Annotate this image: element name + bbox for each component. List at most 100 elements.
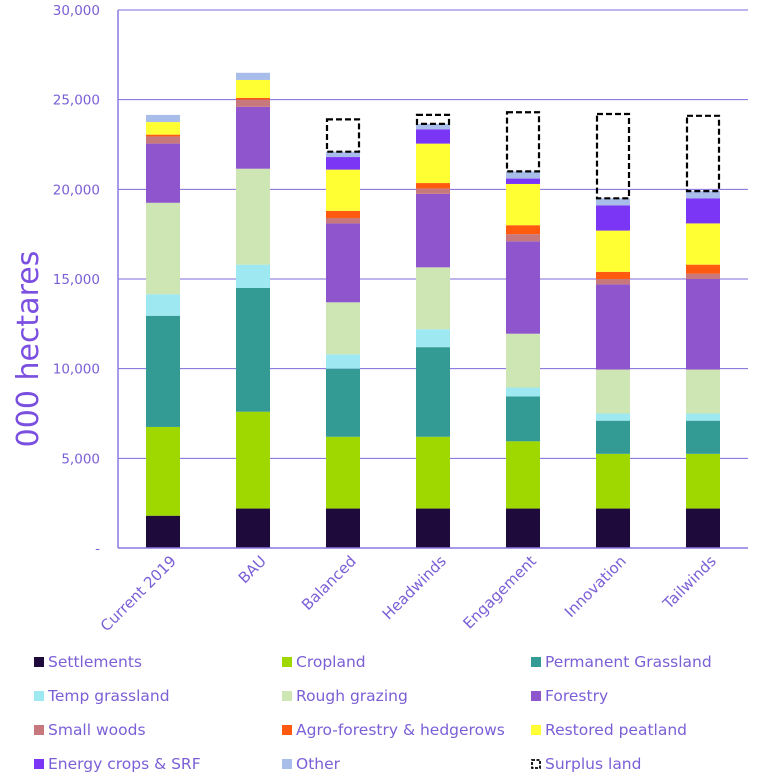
bar-segment [596, 284, 630, 370]
legend: Settlements Cropland Permanent Grassland Te… [34, 653, 712, 773]
bar-segment [416, 329, 450, 348]
legend-swatch [282, 657, 292, 667]
legend-swatch [34, 725, 44, 735]
y-axis-ticks: - 5,000 10,000 15,000 20,000 25,000 30,000 [53, 3, 100, 557]
bar-segment [686, 453, 720, 509]
bar-segment [146, 134, 180, 137]
bar-segment [146, 122, 180, 135]
bar-segment [146, 294, 180, 316]
y-tick-label: - [95, 541, 100, 557]
legend-swatch [531, 759, 541, 769]
bar-segment [506, 441, 540, 509]
bar-segment [416, 143, 450, 184]
bar-segment [326, 354, 360, 369]
bar-segment [596, 230, 630, 272]
bar-segment [146, 426, 180, 516]
bar-segment [326, 508, 360, 548]
x-axis-labels: Current 2019 BAU Balanced Headwinds Engageme… [97, 552, 720, 635]
bar-segment [506, 387, 540, 397]
bar-segment [326, 223, 360, 303]
x-tick-label: Headwinds [379, 552, 450, 623]
surplus-land-segment [505, 111, 541, 173]
bar-segment [236, 106, 270, 169]
bar-segment [596, 508, 630, 548]
legend-swatch [34, 691, 44, 701]
y-tick-label: 5,000 [61, 451, 100, 467]
bar-segment [416, 347, 450, 437]
bar-segment [416, 183, 450, 189]
legend-label: Restored peatland [545, 721, 687, 739]
bar-segment [596, 420, 630, 454]
bar-segment [506, 225, 540, 235]
bar-segment [326, 210, 360, 219]
legend-label: Settlements [48, 653, 142, 671]
bar-segment [686, 191, 720, 199]
bar-segment [686, 223, 720, 265]
bar-segment [686, 279, 720, 370]
bar-segment [416, 123, 450, 130]
bar-segment [236, 411, 270, 509]
y-tick-label: 15,000 [53, 272, 100, 288]
legend-label: Agro-forestry & hedgerows [296, 721, 505, 739]
bar-segment [236, 72, 270, 80]
bar-segment [686, 198, 720, 224]
bar-segment [416, 188, 450, 194]
bar-segment [416, 436, 450, 509]
bar-segment [506, 508, 540, 548]
bar-segment [326, 169, 360, 211]
surplus-land-segment [415, 113, 451, 125]
bar-segment [686, 413, 720, 421]
surplus-land-segment [595, 112, 631, 200]
bar-segment [326, 218, 360, 224]
bar-segment [416, 267, 450, 330]
bar-segment [416, 129, 450, 144]
legend-swatch [531, 657, 541, 667]
legend-swatch [282, 759, 292, 769]
y-tick-label: 20,000 [53, 182, 100, 198]
y-tick-label: 30,000 [53, 3, 100, 19]
legend-swatch [34, 759, 44, 769]
y-tick-label: 25,000 [53, 93, 100, 109]
x-tick-label: Innovation [561, 552, 630, 621]
bar-segment [596, 271, 630, 279]
bar-segment [686, 420, 720, 454]
bar-segment [686, 369, 720, 414]
legend-label: Permanent Grassland [545, 653, 712, 671]
bar-segment [596, 413, 630, 421]
bar-segment [236, 287, 270, 412]
bar-segment [416, 193, 450, 268]
legend-label: Small woods [48, 721, 146, 739]
legend-swatch [282, 691, 292, 701]
bar-segment [686, 508, 720, 548]
bar-segment [146, 143, 180, 203]
bar-segment [326, 157, 360, 170]
legend-label: Surplus land [545, 755, 641, 773]
bar-segment [326, 368, 360, 437]
bar-segment [596, 198, 630, 206]
bar-segment [236, 264, 270, 288]
bar-segment [506, 171, 540, 179]
bar-segment [146, 114, 180, 123]
bar-segment [686, 264, 720, 274]
bar-segment [146, 515, 180, 548]
x-tick-label: Tailwinds [659, 552, 720, 613]
x-tick-label: Current 2019 [97, 552, 180, 635]
legend-swatch [531, 725, 541, 735]
surplus-land-segment [685, 114, 721, 193]
legend-swatch [531, 691, 541, 701]
legend-label: Forestry [545, 687, 608, 705]
surplus-land-segment [325, 118, 361, 153]
bar-segment [596, 453, 630, 509]
bar-segment [326, 302, 360, 355]
x-tick-label: Engagement [459, 552, 539, 632]
legend-label: Rough grazing [296, 687, 408, 705]
bar-segment [506, 178, 540, 184]
legend-label: Temp grassland [47, 687, 170, 705]
bar-segment [326, 151, 360, 158]
bar-segment [236, 508, 270, 548]
bar-segment [506, 183, 540, 226]
bar-segment [236, 79, 270, 98]
legend-label: Cropland [296, 653, 366, 671]
x-tick-label: BAU [235, 552, 270, 587]
